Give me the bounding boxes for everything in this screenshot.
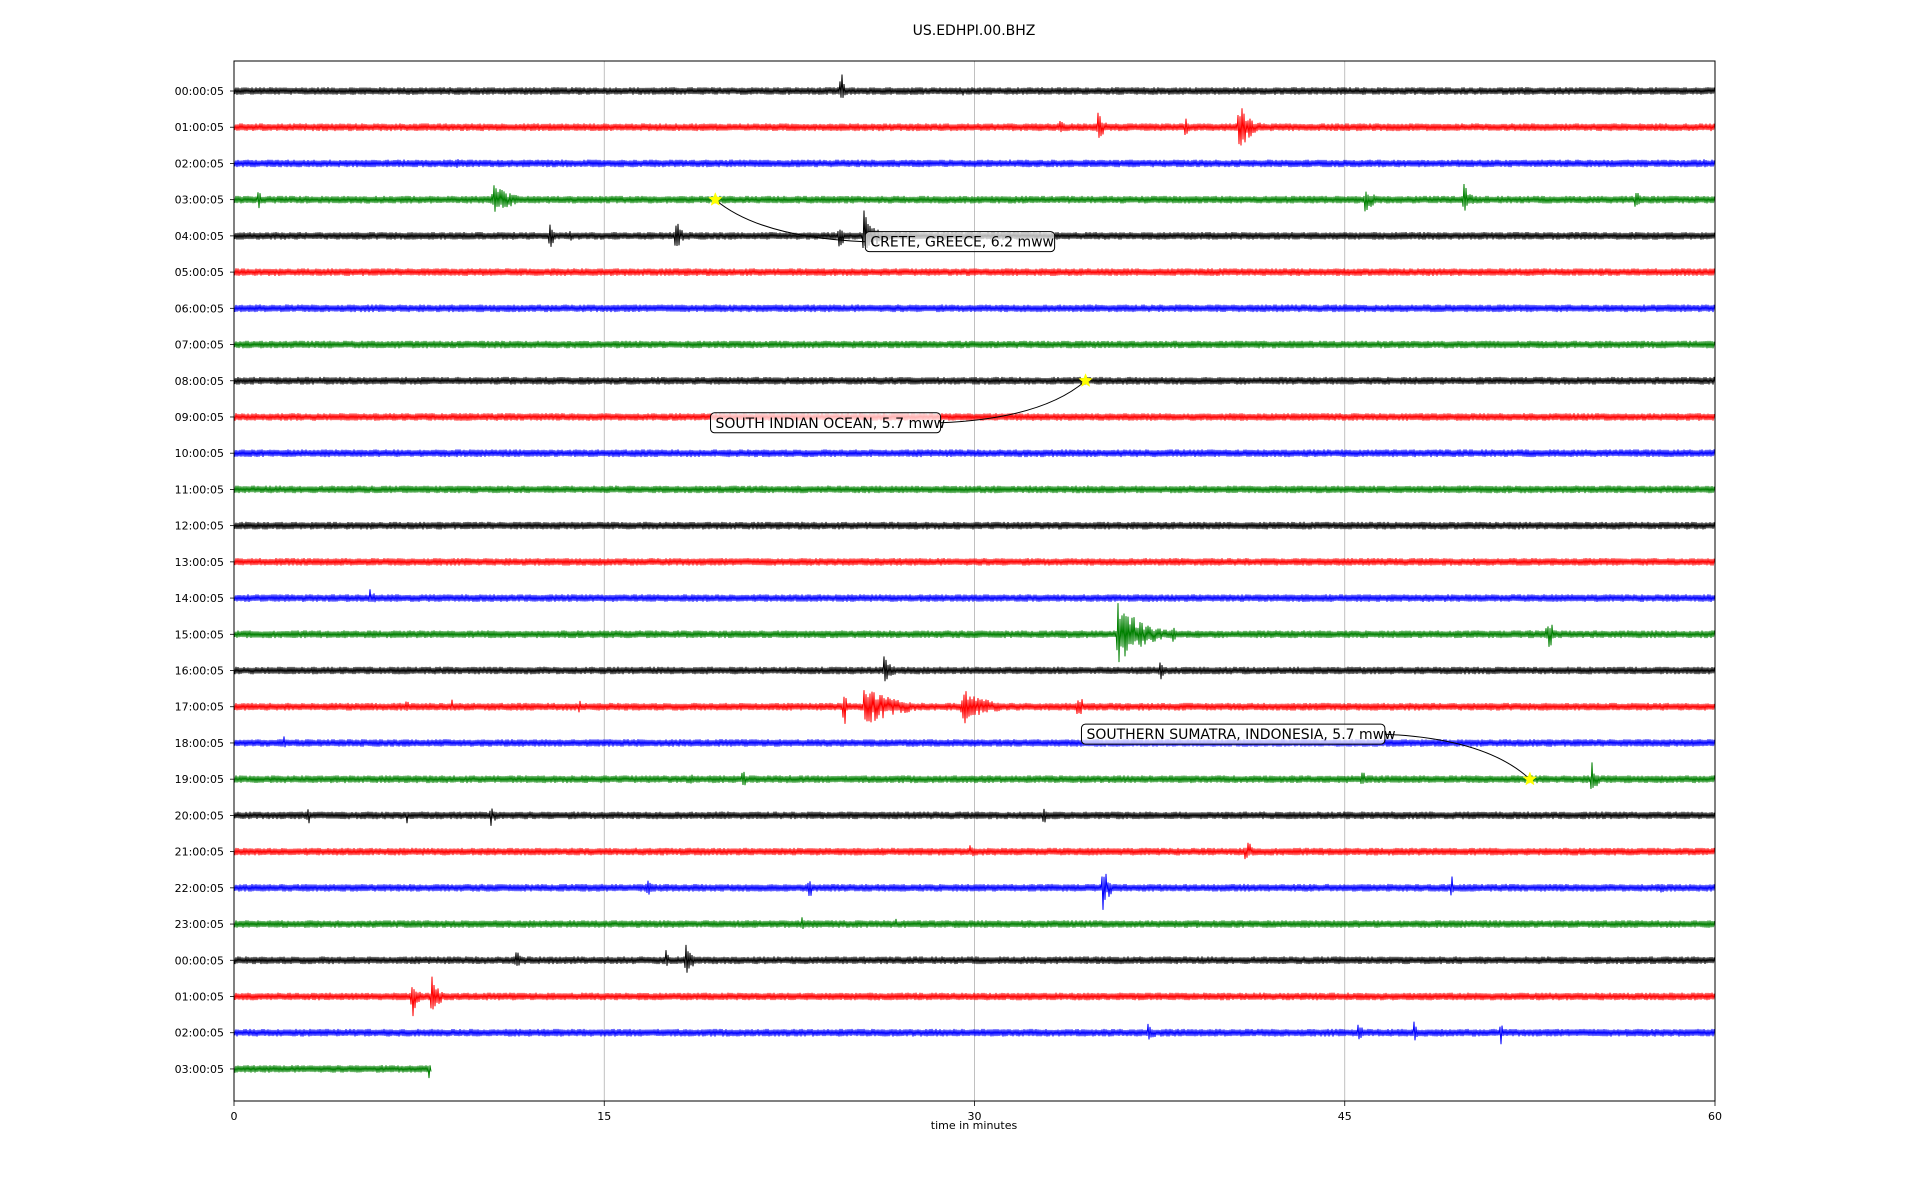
trace-row-7 bbox=[233, 340, 1716, 349]
trace-row-15 bbox=[233, 603, 1716, 663]
row-label-3: 03:00:05 bbox=[175, 194, 224, 207]
trace-row-11 bbox=[233, 485, 1716, 494]
trace-row-13 bbox=[233, 558, 1716, 566]
x-axis-label: time in minutes bbox=[931, 1119, 1018, 1132]
trace-group bbox=[233, 74, 1716, 1079]
chart-title: US.EDHPI.00.BHZ bbox=[913, 23, 1036, 39]
event-label-0: CRETE, GREECE, 6.2 mww bbox=[870, 235, 1054, 251]
trace-row-26 bbox=[233, 1021, 1716, 1045]
trace-row-27 bbox=[233, 1065, 432, 1079]
row-label-9: 09:00:05 bbox=[175, 411, 224, 424]
event-star-icon-1 bbox=[1078, 373, 1093, 387]
x-tick-label-3: 45 bbox=[1338, 1110, 1352, 1123]
trace-row-9 bbox=[233, 413, 1716, 421]
trace-row-2 bbox=[233, 159, 1716, 168]
trace-row-22 bbox=[233, 873, 1716, 910]
event-annotations: CRETE, GREECE, 6.2 mww SOUTH INDIAN OCEAN… bbox=[708, 192, 1538, 786]
row-label-26: 02:00:05 bbox=[175, 1027, 224, 1040]
trace-row-20 bbox=[233, 808, 1716, 826]
trace-row-24 bbox=[233, 944, 1716, 973]
row-label-24: 00:00:05 bbox=[175, 954, 224, 967]
event-star-icon-2 bbox=[1522, 771, 1538, 786]
trace-row-6 bbox=[233, 304, 1716, 313]
event-label-box-1 bbox=[710, 412, 942, 434]
event-connector-0 bbox=[714, 199, 866, 243]
row-label-4: 04:00:05 bbox=[175, 230, 224, 243]
x-tick-label-1: 15 bbox=[597, 1110, 611, 1123]
row-label-20: 20:00:05 bbox=[175, 809, 224, 822]
event-label-2: SOUTHERN SUMATRA, INDONESIA, 5.7 mww bbox=[1086, 727, 1395, 743]
row-label-0: 00:00:05 bbox=[175, 85, 224, 98]
row-label-23: 23:00:05 bbox=[175, 918, 224, 931]
x-tick-label-4: 60 bbox=[1708, 1110, 1722, 1123]
event-label-box-0 bbox=[864, 231, 1056, 253]
row-labels: 00:00:05 01:00:05 02:00:05 03:00:05 04:00:05… bbox=[175, 85, 234, 1076]
trace-row-16 bbox=[233, 656, 1716, 682]
trace-row-19 bbox=[233, 762, 1716, 789]
row-label-17: 17:00:05 bbox=[175, 701, 224, 714]
row-label-10: 10:00:05 bbox=[175, 447, 224, 460]
grid-lines bbox=[603, 61, 1346, 1101]
trace-row-12 bbox=[233, 521, 1716, 530]
row-label-16: 16:00:05 bbox=[175, 665, 224, 678]
row-label-8: 08:00:05 bbox=[175, 375, 224, 388]
row-label-11: 11:00:05 bbox=[175, 483, 224, 496]
trace-row-14 bbox=[233, 589, 1716, 603]
trace-row-3 bbox=[233, 183, 1716, 212]
row-label-27: 03:00:05 bbox=[175, 1063, 224, 1076]
event-label-box-2 bbox=[1080, 723, 1386, 745]
row-label-19: 19:00:05 bbox=[175, 773, 224, 786]
trace-row-21 bbox=[233, 842, 1716, 860]
trace-row-1 bbox=[233, 108, 1716, 146]
x-tick-label-0: 0 bbox=[231, 1110, 238, 1123]
trace-row-0 bbox=[233, 74, 1716, 98]
row-label-13: 13:00:05 bbox=[175, 556, 224, 569]
trace-row-10 bbox=[233, 449, 1716, 458]
row-label-15: 15:00:05 bbox=[175, 628, 224, 641]
row-label-22: 22:00:05 bbox=[175, 882, 224, 895]
event-connector-2 bbox=[1384, 733, 1531, 780]
trace-row-18 bbox=[233, 736, 1716, 748]
event-label-1: SOUTH INDIAN OCEAN, 5.7 mww bbox=[716, 416, 946, 432]
trace-row-25 bbox=[233, 976, 1716, 1017]
row-label-12: 12:00:05 bbox=[175, 520, 224, 533]
x-tick-label-2: 30 bbox=[968, 1110, 982, 1123]
event-star-icon-0 bbox=[708, 192, 723, 206]
row-label-18: 18:00:05 bbox=[175, 737, 224, 750]
x-axis-ticks: 0 15 30 45 60 bbox=[231, 1101, 1722, 1123]
event-connector-1 bbox=[940, 380, 1086, 424]
trace-row-17 bbox=[233, 690, 1716, 724]
row-label-21: 21:00:05 bbox=[175, 846, 224, 859]
trace-row-8 bbox=[233, 376, 1716, 385]
row-label-7: 07:00:05 bbox=[175, 339, 224, 352]
row-label-2: 02:00:05 bbox=[175, 157, 224, 170]
row-label-1: 01:00:05 bbox=[175, 121, 224, 134]
row-label-14: 14:00:05 bbox=[175, 592, 224, 605]
row-label-25: 01:00:05 bbox=[175, 991, 224, 1004]
trace-row-23 bbox=[233, 917, 1716, 929]
row-label-5: 05:00:05 bbox=[175, 266, 224, 279]
trace-row-5 bbox=[233, 268, 1716, 276]
row-label-6: 06:00:05 bbox=[175, 302, 224, 315]
